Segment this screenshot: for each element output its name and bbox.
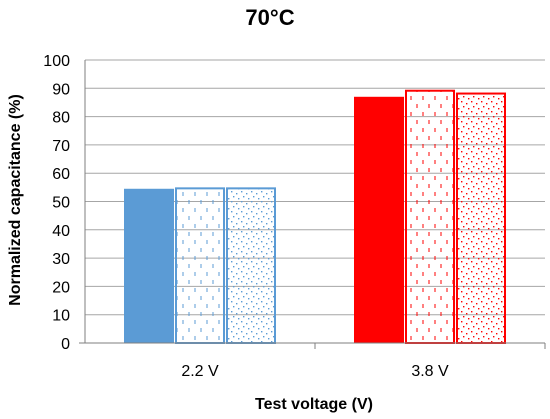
- y-tick-label: 40: [52, 223, 70, 240]
- bar-1-1: [124, 188, 174, 343]
- y-tick-label: 60: [52, 166, 70, 183]
- bar-3-2: [456, 92, 506, 344]
- bars: [124, 89, 506, 344]
- x-tick-labels: 2.2 V 3.8 V: [181, 363, 449, 380]
- y-tick-label: 70: [52, 138, 70, 155]
- bar-2-1: [175, 187, 225, 344]
- chart-title: 70°C: [245, 5, 294, 30]
- y-axis-label: Normalized capacitance (%): [7, 94, 24, 306]
- y-tick-label: 50: [52, 195, 70, 212]
- y-tick-label: 80: [52, 110, 70, 127]
- y-tick-label: 100: [43, 53, 70, 70]
- x-tick-label: 2.2 V: [181, 363, 219, 380]
- x-axis-label: Test voltage (V): [255, 396, 373, 413]
- axes: [79, 60, 546, 349]
- y-tick-labels: 0 10 20 30 40 50 60 70 80 90 100: [43, 53, 70, 353]
- y-tick-label: 90: [52, 81, 70, 98]
- y-tick-label: 30: [52, 251, 70, 268]
- x-tick-label: 3.8 V: [411, 363, 449, 380]
- y-tick-label: 10: [52, 308, 70, 325]
- bar-2-2: [405, 89, 455, 344]
- y-tick-label: 20: [52, 279, 70, 296]
- bar-1-2: [354, 96, 404, 343]
- y-tick-label: 0: [61, 336, 70, 353]
- bar-3-1: [226, 187, 276, 344]
